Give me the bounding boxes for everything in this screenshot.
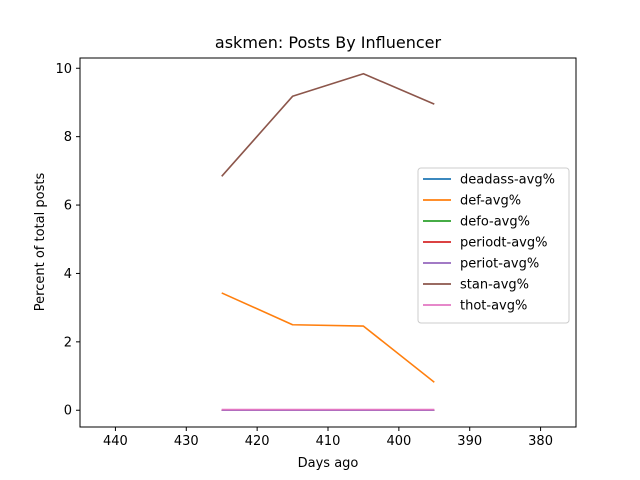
y-tick-label: 8 (64, 130, 72, 145)
y-tick-label: 10 (55, 62, 72, 77)
x-axis-label: Days ago (298, 456, 359, 471)
legend-label: periodt-avg% (460, 236, 547, 251)
y-axis-label: Percent of total posts (33, 173, 48, 312)
x-tick-label: 400 (386, 434, 411, 449)
chart-title: askmen: Posts By Influencer (215, 33, 442, 52)
legend-label: def-avg% (460, 194, 521, 209)
y-tick-label: 2 (64, 335, 72, 350)
x-tick-label: 420 (245, 434, 270, 449)
legend: deadass-avg% def-avg% defo-avg% periodt-avg… (417, 167, 570, 324)
legend-label: thot-avg% (460, 299, 527, 314)
x-tick-label: 380 (528, 434, 553, 449)
series-line-stan-avg (221, 72, 435, 177)
series-line-def-avg (221, 292, 435, 383)
y-tick-label: 6 (64, 199, 72, 214)
legend-label: periot-avg% (460, 257, 539, 272)
y-tick-label: 0 (64, 404, 72, 419)
legend-label: defo-avg% (460, 215, 530, 230)
x-tick-label: 430 (174, 434, 199, 449)
x-tick-label: 390 (457, 434, 482, 449)
legend-label: deadass-avg% (460, 173, 555, 188)
x-tick-label: 410 (316, 434, 341, 449)
x-axis: 440 430 420 410 400 390 380 (103, 427, 553, 449)
legend-box (417, 167, 570, 324)
x-tick-label: 440 (103, 434, 128, 449)
y-axis: 0 2 4 6 8 10 (55, 62, 80, 419)
y-tick-label: 4 (64, 267, 72, 282)
legend-label: stan-avg% (460, 278, 529, 293)
